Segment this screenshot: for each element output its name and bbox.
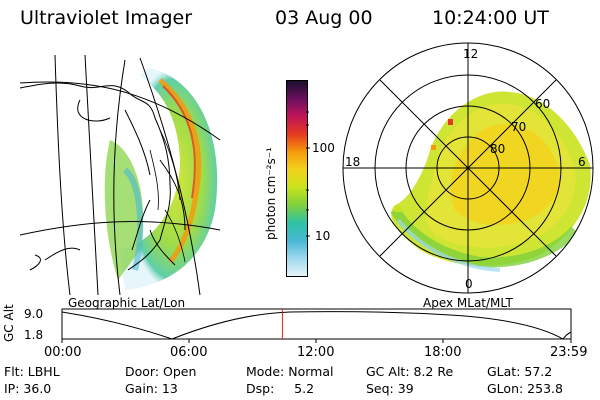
flt-info: Flt: LBHL <box>4 364 60 379</box>
date-label: 03 Aug 00 <box>275 7 373 29</box>
mlt-label-0: 0 <box>465 277 473 291</box>
dsp-info: Dsp: 5.2 <box>246 381 315 396</box>
parallel-line <box>20 81 221 141</box>
altitude-tick-1.8: 1.8 <box>24 328 44 342</box>
altitude-curve <box>61 311 572 340</box>
seq-info: Seq: 39 <box>366 381 414 396</box>
time-tick-1200: 12:00 <box>297 345 335 360</box>
mlat-label-70: 70 <box>511 120 527 134</box>
ip-info: IP: 36.0 <box>4 381 52 396</box>
right-panel-caption: Apex MLat/MLT <box>423 296 513 310</box>
glon-info: GLon: 253.8 <box>487 381 563 396</box>
time-tick-0600: 06:00 <box>170 345 208 360</box>
left-panel-caption: Geographic Lat/Lon <box>68 296 186 310</box>
gcalt-info: GC Alt: 8.2 Re <box>366 364 454 379</box>
time-label: 10:24:00 UT <box>432 7 549 29</box>
mlt-label-18: 18 <box>345 155 361 169</box>
colorbar-tick-10: 10 <box>315 229 331 243</box>
glat-info: GLat: 57.2 <box>487 364 553 379</box>
colorbar-tick-100: 100 <box>312 141 335 155</box>
door-info: Door: Open <box>125 364 197 379</box>
mlat-label-60: 60 <box>535 97 551 111</box>
time-tick-0000: 00:00 <box>44 345 82 360</box>
time-tick-2359: 23:59 <box>550 345 588 360</box>
gain-info: Gain: 13 <box>125 381 178 396</box>
colorbar <box>286 80 308 277</box>
mlt-label-12: 12 <box>463 47 479 61</box>
meridian-line <box>84 55 99 295</box>
mlt-label-6: 6 <box>578 155 586 169</box>
altitude-tick-9: 9.0 <box>24 307 44 321</box>
aurora-arc-bright <box>158 78 202 264</box>
mlat-label-80: 80 <box>490 142 506 156</box>
mode-info: Mode: Normal <box>246 364 334 379</box>
coastline <box>20 82 186 271</box>
instrument-title: Ultraviolet Imager <box>20 7 193 29</box>
time-tick-1800: 18:00 <box>424 345 462 360</box>
